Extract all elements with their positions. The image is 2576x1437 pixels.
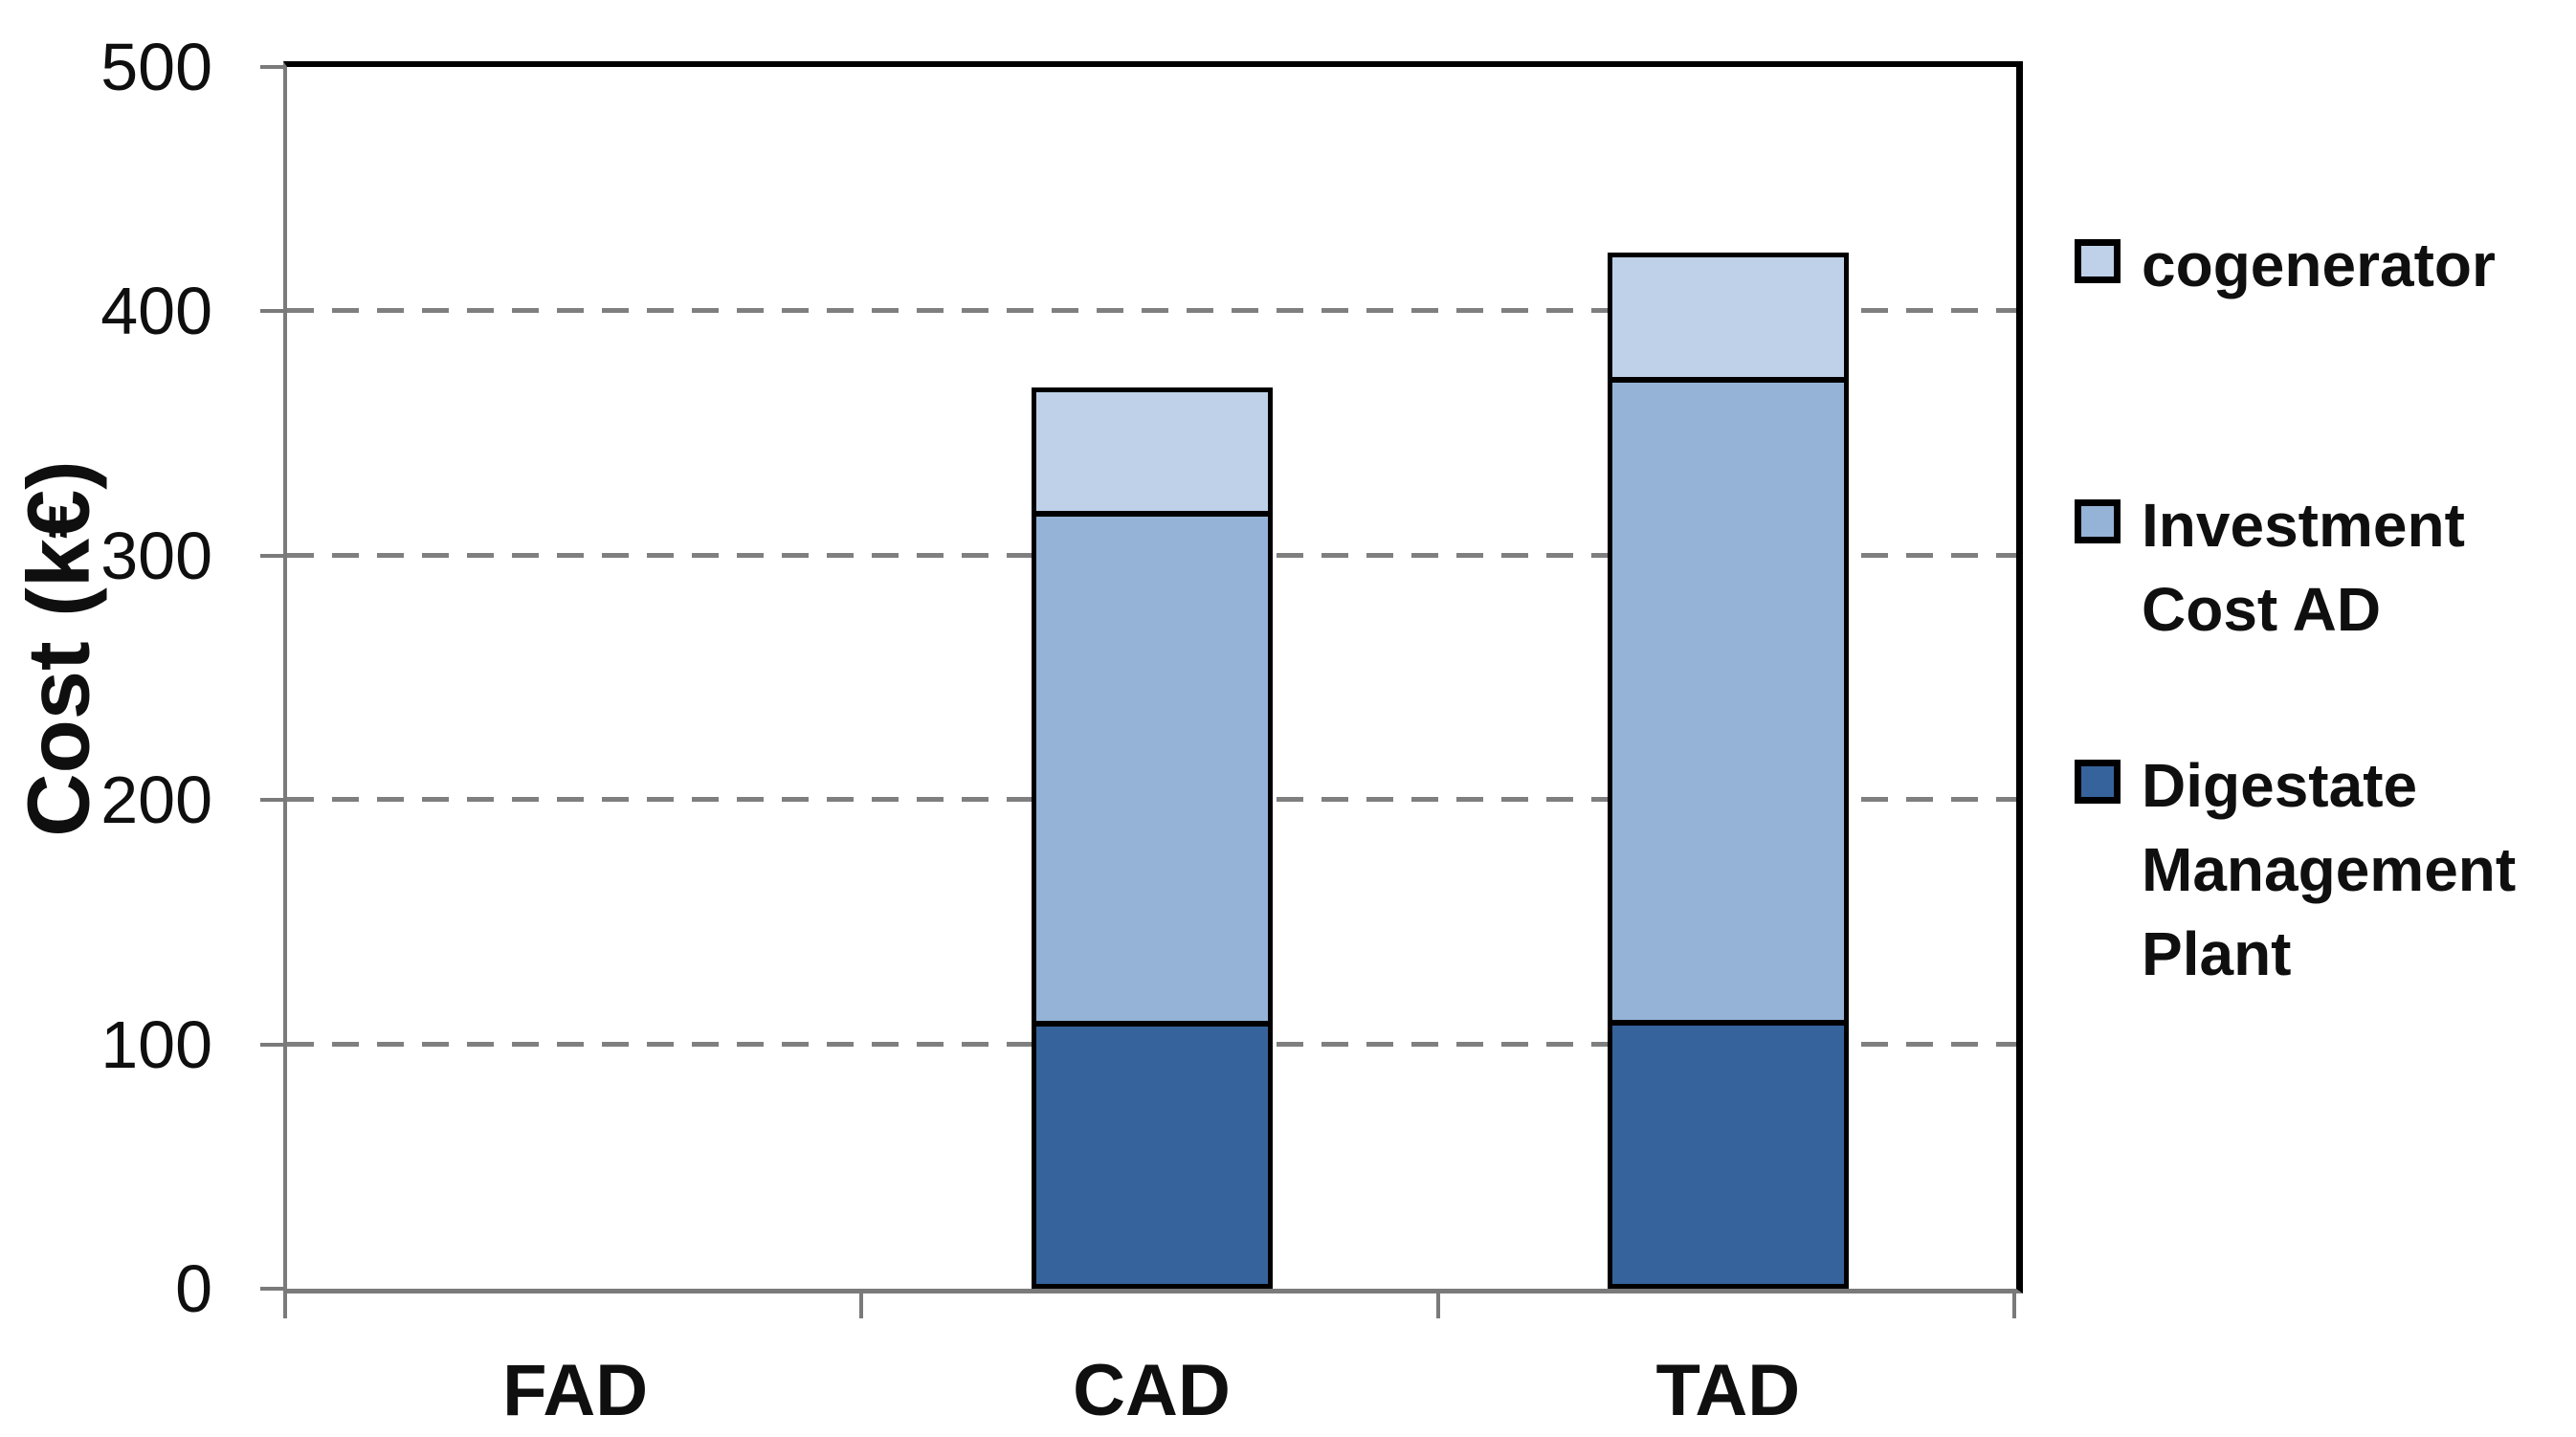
bar-segment-CAD-cogenerator bbox=[1035, 391, 1268, 518]
bar-segment-CAD-digestate-management-plant bbox=[1035, 1026, 1268, 1284]
bar-TAD bbox=[1607, 253, 1849, 1289]
y-axis-label-0: 0 bbox=[175, 1251, 212, 1326]
legend-label-2: Investment Cost AD bbox=[2142, 483, 2465, 652]
y-axis-label-200: 200 bbox=[100, 763, 212, 838]
bar-CAD bbox=[1031, 387, 1273, 1289]
y-axis-label-500: 500 bbox=[100, 30, 212, 104]
bar-segment-TAD-investment-cost-ad bbox=[1611, 383, 1844, 1026]
y-axis-label-100: 100 bbox=[100, 1006, 212, 1082]
x-axis-tick-3 bbox=[2012, 1293, 2016, 1318]
legend-label-line: Digestate bbox=[2142, 751, 2418, 820]
legend-entry-investment-cost-ad: Investment Cost AD bbox=[2075, 483, 2465, 652]
x-axis-tick-0 bbox=[283, 1293, 287, 1318]
bar-segment-CAD-investment-cost-ad bbox=[1035, 517, 1268, 1027]
plot-area bbox=[283, 61, 2023, 1293]
y-axis-tick-200 bbox=[260, 798, 285, 803]
legend-swatch-1 bbox=[2075, 239, 2121, 283]
gridline-400 bbox=[287, 308, 2016, 314]
y-axis-tick-500 bbox=[260, 65, 285, 69]
y-axis-tick-100 bbox=[260, 1042, 285, 1047]
x-axis-tick-1 bbox=[859, 1293, 864, 1318]
x-axis-label-TAD: TAD bbox=[1655, 1350, 1801, 1431]
legend-label-line: Plant bbox=[2142, 919, 2292, 988]
y-axis-tick-400 bbox=[260, 309, 285, 314]
legend-entry-digestate-management-plant: Digestate Management Plant bbox=[2075, 743, 2516, 996]
legend-label-line: Management bbox=[2142, 835, 2517, 904]
legend-entry-cogenerator: cogenerator bbox=[2075, 223, 2496, 307]
legend-label-line: Investment bbox=[2142, 491, 2465, 560]
legend-label-line: Cost AD bbox=[2142, 575, 2382, 644]
y-axis-label-400: 400 bbox=[100, 274, 212, 349]
y-axis-tick-300 bbox=[260, 553, 285, 558]
x-axis-tick-2 bbox=[1435, 1293, 1440, 1318]
legend-label-line: cogenerator bbox=[2142, 231, 2496, 299]
y-axis-tick-0 bbox=[260, 1287, 285, 1291]
x-axis-label-CAD: CAD bbox=[1073, 1350, 1231, 1431]
bar-segment-TAD-cogenerator bbox=[1611, 257, 1844, 384]
legend-label-1: cogenerator bbox=[2142, 223, 2496, 307]
x-axis-label-FAD: FAD bbox=[502, 1350, 649, 1431]
legend-swatch-2 bbox=[2075, 499, 2121, 543]
legend-label-3: Digestate Management Plant bbox=[2142, 743, 2516, 996]
bar-segment-TAD-digestate-management-plant bbox=[1611, 1025, 1844, 1285]
legend-swatch-3 bbox=[2075, 760, 2121, 804]
y-axis-label-300: 300 bbox=[100, 518, 212, 593]
